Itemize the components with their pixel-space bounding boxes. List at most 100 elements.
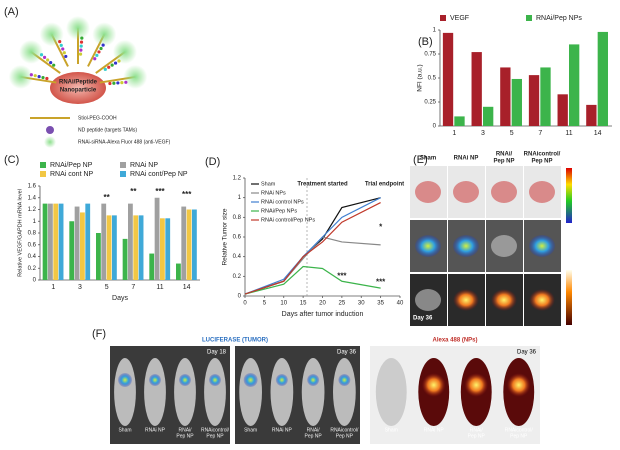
peptide-bead <box>37 75 41 79</box>
peptide-bead <box>45 76 49 81</box>
column-label: RNAi/ <box>496 152 513 158</box>
bar <box>483 106 494 126</box>
y-tick-label: 0.8 <box>28 231 37 237</box>
bar <box>165 218 171 280</box>
legend-label: RNAi NP <box>130 162 158 169</box>
bar <box>181 206 187 280</box>
bar <box>106 215 112 280</box>
y-tick-label: 1.6 <box>28 184 37 190</box>
core-label: RNAi/Peptide <box>59 80 98 86</box>
peptide-bead <box>49 60 53 65</box>
x-tick-label: 40 <box>397 301 404 307</box>
peptide-bead <box>46 58 50 62</box>
fluor-glow <box>112 39 137 64</box>
annotation: *** <box>182 190 192 199</box>
signal <box>506 373 531 397</box>
column-label: Pep NP <box>493 159 514 165</box>
bar <box>138 215 144 280</box>
peptide-bead <box>64 54 68 59</box>
bar <box>160 218 165 280</box>
fluor-glow <box>123 64 148 89</box>
annotation: ** <box>104 193 111 202</box>
line <box>244 197 381 295</box>
y-tick-label: 0.6 <box>233 235 242 241</box>
peptide-bead <box>62 51 66 55</box>
mouse <box>301 358 325 426</box>
peptide-bead <box>117 59 121 63</box>
panel-label: (E) <box>413 154 428 166</box>
legend-label: RNAi NPs <box>261 190 286 196</box>
bar <box>500 67 511 126</box>
signal <box>275 374 288 386</box>
legend-label: RNAi/Pep NPs <box>261 208 297 214</box>
signal <box>421 373 446 397</box>
mouse-label: RNAicontrol/ <box>330 427 359 433</box>
legend-label: Sham <box>261 181 276 187</box>
x-tick-label: 1 <box>452 130 456 137</box>
core-label: Nanoparticle <box>60 88 97 94</box>
legend-text: RNAi-siRNA-Alexa Fluor 488 (anti-VEGF) <box>78 139 171 145</box>
y-tick-label: 1.2 <box>28 207 37 213</box>
x-tick-label: 5 <box>105 284 109 291</box>
mouse-label: RNAi NP <box>272 427 293 433</box>
bar <box>454 116 465 126</box>
line <box>244 202 381 295</box>
x-tick-label: 7 <box>131 284 135 291</box>
y-tick-label: 1 <box>238 195 242 201</box>
y-tick-label: 1 <box>33 219 37 225</box>
panel-label: (A) <box>4 6 19 18</box>
fluor-glow <box>66 16 90 40</box>
mouse <box>333 358 356 426</box>
organ <box>415 181 441 203</box>
annotation: *** <box>155 187 165 196</box>
y-tick-label: 0 <box>33 278 37 284</box>
peptide-bead <box>116 81 120 85</box>
peptide-bead <box>79 48 83 52</box>
organ <box>491 181 517 203</box>
mouse <box>204 358 226 426</box>
peptide-bead <box>79 44 83 48</box>
y-tick-label: 0.2 <box>28 266 37 272</box>
x-tick-label: 11 <box>156 284 163 291</box>
legend-label: RNAi control NPs <box>261 199 304 205</box>
nanoparticle-diagram: RNAi/Peptide Nanoparticle Stiol-PEG-COOH… <box>8 16 171 148</box>
annotation: Trial endpoint <box>365 181 404 187</box>
y-tick-label: 0.5 <box>428 76 437 82</box>
peptide-bead <box>97 50 101 54</box>
panel-label: (C) <box>4 154 19 166</box>
peptide-bead <box>107 65 111 69</box>
x-tick-label: 14 <box>594 130 602 137</box>
panel-label: (F) <box>92 328 106 340</box>
bar <box>42 203 48 280</box>
organ <box>491 235 517 257</box>
annotation: Treatment started <box>297 181 348 187</box>
color-bar <box>566 270 572 325</box>
peptide-bead <box>42 55 47 59</box>
legend-swatch <box>40 162 46 168</box>
bar <box>569 44 580 126</box>
organ <box>529 235 555 257</box>
annotation: * <box>379 222 383 231</box>
x-tick-label: 14 <box>183 284 191 291</box>
day-label: Day 36 <box>413 316 433 322</box>
y-tick-label: 1 <box>433 28 437 34</box>
signal <box>338 374 351 386</box>
mouse <box>174 358 196 426</box>
legend-swatch <box>526 15 532 21</box>
signal <box>464 373 489 397</box>
peptide-bead <box>101 43 105 47</box>
signal <box>307 374 320 386</box>
peptide-bead <box>59 43 63 47</box>
y-tick-label: 0.4 <box>28 254 37 260</box>
day-label: Day 36 <box>337 350 357 356</box>
bar <box>586 104 597 126</box>
fluor-glow <box>19 39 44 64</box>
bar <box>58 203 64 280</box>
fluor-glow <box>8 64 33 89</box>
y-tick-label: 0.6 <box>28 242 37 248</box>
peptide-bead <box>80 36 84 40</box>
legend-label: RNAi cont/Pep NP <box>130 171 188 178</box>
peptide-bead <box>112 81 116 85</box>
bar <box>69 221 75 280</box>
peptide-bead <box>95 53 99 57</box>
